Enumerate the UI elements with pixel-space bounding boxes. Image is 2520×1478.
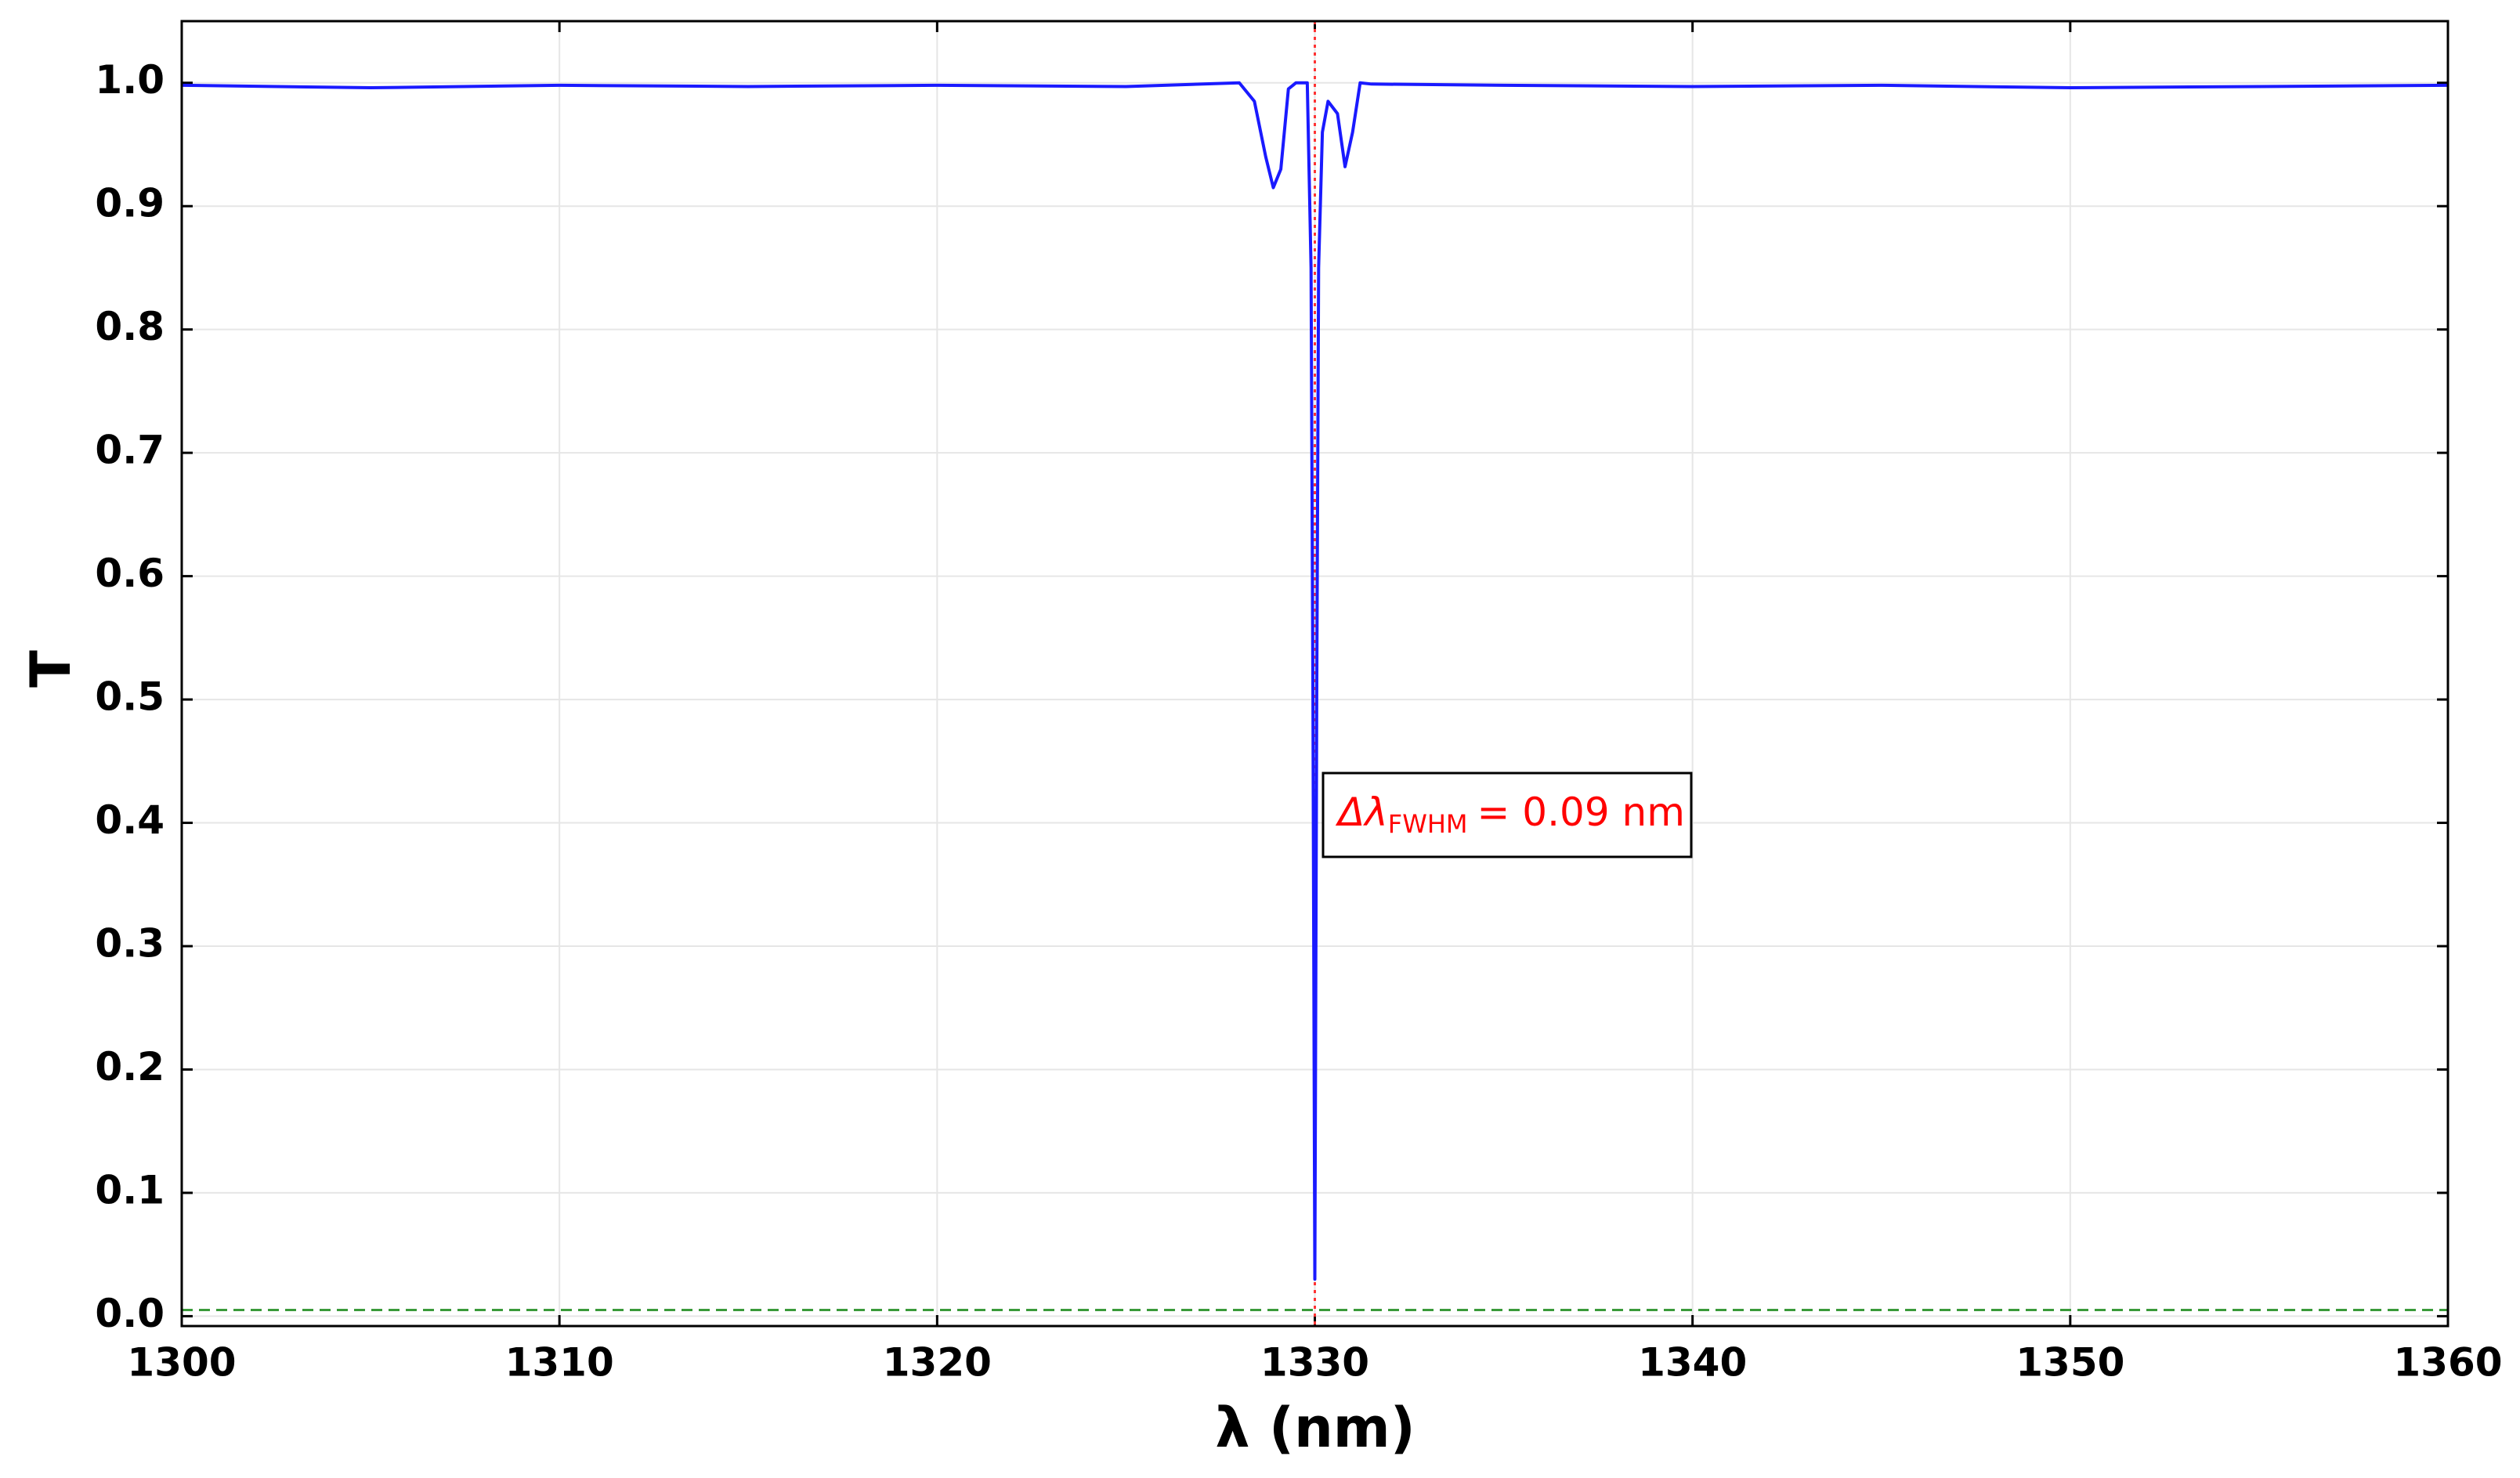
y-axis-label: T xyxy=(19,650,83,688)
x-tick-label: 1360 xyxy=(2393,1340,2502,1386)
x-axis-label: λ (nm) xyxy=(1215,1396,1415,1460)
y-tick-label: 0.7 xyxy=(95,428,165,473)
x-tick-label: 1330 xyxy=(1260,1340,1369,1386)
line-series xyxy=(181,81,2449,1281)
x-tick-label: 1300 xyxy=(127,1340,236,1386)
y-tick-label: 0.8 xyxy=(95,304,165,349)
plot-frame xyxy=(180,20,2449,1328)
y-tick-label: 0.5 xyxy=(95,674,165,720)
annotation-symbol: Δλ xyxy=(1335,790,1388,835)
annotation-subscript: FWHM xyxy=(1388,809,1468,839)
y-tick-label: 0.2 xyxy=(95,1044,165,1090)
x-tick-label: 1350 xyxy=(2016,1340,2124,1386)
annotation-value: = 0.09 nm xyxy=(1477,790,1685,835)
x-tick-label: 1310 xyxy=(505,1340,614,1386)
y-tick-label: 0.6 xyxy=(95,551,165,596)
x-tick-label: 1320 xyxy=(883,1340,992,1386)
y-tick-label: 0.9 xyxy=(95,181,165,226)
annotation: ΔλFWHM = 0.09 nm xyxy=(1335,790,1685,840)
y-tick-label: 0.1 xyxy=(95,1167,165,1212)
y-tick-label: 0.3 xyxy=(95,921,165,967)
y-tick-label: 0.4 xyxy=(95,797,165,843)
annotation-box xyxy=(1321,772,1693,858)
y-tick-label: 0.0 xyxy=(95,1291,165,1336)
x-tick-label: 1340 xyxy=(1638,1340,1747,1386)
y-tick-label: 1.0 xyxy=(95,57,165,103)
